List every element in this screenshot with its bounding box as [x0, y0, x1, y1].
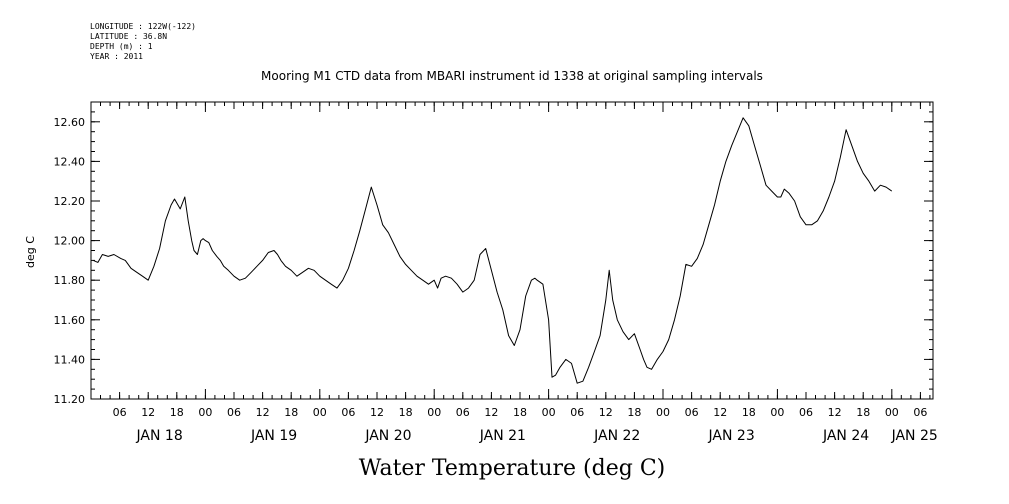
chart-title: Mooring M1 CTD data from MBARI instrumen… — [261, 69, 763, 83]
x-hour-tick-label: 18 — [170, 406, 184, 419]
x-hour-tick-label: 06 — [570, 406, 584, 419]
x-hour-tick-label: 12 — [599, 406, 613, 419]
x-hour-tick-label: 06 — [799, 406, 813, 419]
x-hour-tick-label: 18 — [742, 406, 756, 419]
x-hour-tick-label: 12 — [484, 406, 498, 419]
x-hour-tick-label: 06 — [341, 406, 355, 419]
x-hour-tick-label: 00 — [885, 406, 899, 419]
x-day-label: JAN 20 — [364, 428, 411, 444]
x-hour-tick-label: 12 — [828, 406, 842, 419]
x-hour-tick-label: 18 — [399, 406, 413, 419]
x-day-label: JAN 25 — [891, 428, 938, 444]
x-hour-tick-label: 06 — [913, 406, 927, 419]
temperature-series-line — [93, 117, 893, 384]
y-tick-label: 12.00 — [54, 235, 86, 248]
x-day-label: JAN 21 — [479, 428, 526, 444]
x-hour-tick-label: 12 — [370, 406, 384, 419]
x-day-label: JAN 19 — [250, 428, 297, 444]
x-hour-tick-label: 18 — [513, 406, 527, 419]
y-tick-label: 11.80 — [54, 274, 86, 287]
x-hour-tick-label: 12 — [713, 406, 727, 419]
y-tick-label: 12.20 — [54, 195, 86, 208]
x-hour-tick-label: 00 — [656, 406, 670, 419]
longitude-text: LONGITUDE : 122W(-122) — [90, 22, 196, 31]
x-day-label: JAN 22 — [593, 428, 640, 444]
y-axis-label: deg C — [24, 236, 37, 268]
x-hour-tick-label: 12 — [256, 406, 270, 419]
depth-text: DEPTH (m) : 1 — [90, 42, 153, 51]
x-hour-tick-label: 18 — [856, 406, 870, 419]
x-hour-tick-label: 12 — [141, 406, 155, 419]
x-day-label: JAN 18 — [136, 428, 183, 444]
x-hour-tick-label: 00 — [770, 406, 784, 419]
y-tick-label: 11.40 — [54, 353, 86, 366]
y-tick-label: 11.60 — [54, 314, 86, 327]
x-hour-tick-label: 18 — [284, 406, 298, 419]
x-day-label: JAN 23 — [708, 428, 755, 444]
x-hour-tick-label: 06 — [113, 406, 127, 419]
x-hour-tick-label: 06 — [456, 406, 470, 419]
year-text: YEAR : 2011 — [90, 52, 143, 61]
plot-frame — [90, 101, 934, 400]
y-tick-label: 12.40 — [54, 155, 86, 168]
x-day-label: JAN 24 — [822, 428, 869, 444]
x-axis-label: Water Temperature (deg C) — [359, 456, 666, 481]
x-hour-tick-label: 18 — [627, 406, 641, 419]
x-hour-tick-label: 06 — [227, 406, 241, 419]
plot-area: 06 12 18 00 06 12 18 00 06 12 18 00 06 12 18 00 06 12 18 00… — [54, 101, 938, 444]
y-tick-label: 12.60 — [54, 116, 86, 129]
latitude-text: LATITUDE : 36.8N — [90, 32, 168, 41]
metadata-block: LONGITUDE : 122W(-122) LATITUDE : 36.8N … — [90, 22, 196, 62]
x-hour-tick-label: 00 — [542, 406, 556, 419]
x-hour-tick-label: 00 — [427, 406, 441, 419]
x-hour-tick-label: 00 — [313, 406, 327, 419]
y-tick-label: 11.20 — [54, 393, 86, 406]
x-hour-tick-label: 00 — [198, 406, 212, 419]
x-hour-tick-label: 06 — [685, 406, 699, 419]
